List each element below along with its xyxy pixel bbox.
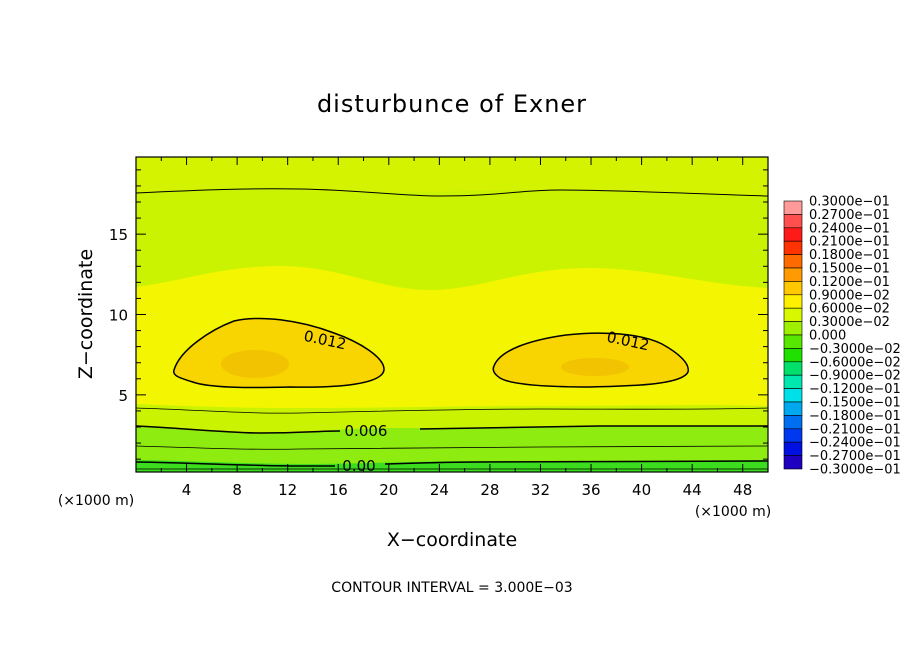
colorbar-swatch [783,294,803,309]
x-ticks: 4 8 12 16 20 24 28 32 36 40 44 48 [160,157,752,499]
colorbar-label: −0.9000e−02 [809,369,901,384]
contour-field: 0.012 0.012 0.006 0.00 [136,157,768,475]
y-axis-label: Z−coordinate [75,249,97,379]
x-tick-label: 36 [581,481,600,499]
colorbar-swatch [783,227,803,242]
colorbar-label: −0.2700e−01 [809,449,901,464]
contour-line-0006 [136,425,768,434]
colorbar-label: 0.1800e−01 [809,248,890,263]
colorbar-swatch [783,415,803,430]
colorbar-label: −0.1200e−01 [809,382,901,397]
contour-line-0012-right [492,332,689,388]
colorbar-swatch [783,361,803,376]
colorbar-label: 0.1200e−01 [809,275,890,290]
contour-line-0000 [136,460,768,467]
colorbar-swatch [783,321,803,336]
colorbar-swatch [783,240,803,255]
peak-left [221,350,289,378]
x-axis-label: X−coordinate [387,529,517,551]
x-axis-unit: (×1000 m) [695,504,771,520]
colorbar-label: 0.6000e−02 [809,302,890,317]
colorbar-swatch [783,374,803,389]
colorbar-label: −0.2400e−01 [809,436,901,451]
colorbar-swatch [783,348,803,363]
colorbar-label: 0.2400e−01 [809,221,890,236]
colorbar-swatch [783,455,803,470]
colorbar-swatch [783,281,803,296]
colorbar-label: −0.2100e−01 [809,422,901,437]
colorbar-label: −0.6000e−02 [809,355,901,370]
x-tick-label: 48 [733,481,752,499]
colorbar-label: −0.3000e−02 [809,342,901,357]
peak-right [561,358,629,376]
chart-title: disturbunce of Exner [317,90,587,118]
contour-interval-note: CONTOUR INTERVAL = 3.000E−03 [331,580,572,596]
contour-line-thin-upper [136,407,768,414]
y-tick-label: 5 [118,387,128,405]
colorbar: 0.3000e−010.2700e−010.2400e−010.2100e−01… [783,195,901,478]
y-axis-unit: (×1000 m) [58,493,134,509]
colorbar-swatch [783,401,803,416]
band-0003-0006 [136,426,768,472]
x-tick-label: 24 [430,481,449,499]
colorbar-swatch [783,267,803,282]
colorbar-swatch [783,307,803,322]
y-ticks: 5 10 15 [109,169,768,460]
colorbar-swatch [783,334,803,349]
x-tick-label: 28 [480,481,499,499]
colorbar-label: −0.3000e−01 [809,463,901,478]
colorbar-swatch [783,428,803,443]
colorbar-label: 0.000 [809,329,846,344]
contour-label-low: 0.00 [342,457,375,475]
y-tick-label: 15 [109,226,128,244]
colorbar-label: −0.1500e−01 [809,396,901,411]
y-tick-label: 10 [109,307,128,325]
x-tick-label: 8 [232,481,242,499]
contour-label-mid: 0.006 [345,422,388,440]
colorbar-swatch [783,388,803,403]
x-tick-label: 4 [182,481,192,499]
colorbar-label: 0.3000e−01 [809,195,890,210]
x-tick-label: 20 [379,481,398,499]
colorbar-label: 0.2700e−01 [809,208,890,223]
x-tick-label: 44 [683,481,702,499]
contour-line-top [136,188,768,197]
colorbar-label: 0.3000e−02 [809,315,890,330]
x-tick-label: 32 [531,481,550,499]
colorbar-label: 0.1500e−01 [809,262,890,277]
contour-line-thin-lower [136,445,768,450]
colorbar-swatch [783,200,803,215]
colorbar-label: 0.2100e−01 [809,235,890,250]
x-tick-label: 16 [329,481,348,499]
x-tick-label: 40 [632,481,651,499]
band-upper-light [136,157,768,196]
colorbar-label: −0.1800e−01 [809,409,901,424]
contour-line-0012-left [172,317,385,389]
x-tick-label: 12 [278,481,297,499]
colorbar-swatch [783,441,803,456]
colorbar-label: 0.9000e−02 [809,288,890,303]
colorbar-swatch [783,254,803,269]
colorbar-swatch [783,214,803,229]
